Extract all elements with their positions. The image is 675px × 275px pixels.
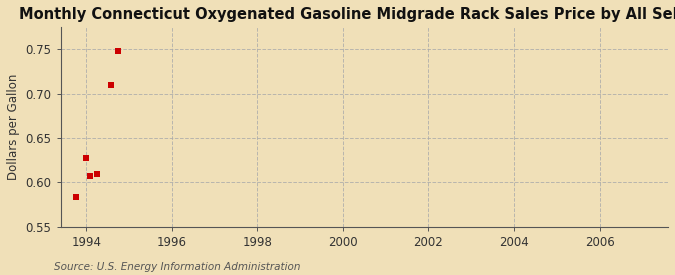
Point — [81, 155, 92, 160]
Point — [84, 174, 95, 178]
Title: Monthly Connecticut Oxygenated Gasoline Midgrade Rack Sales Price by All Sellers: Monthly Connecticut Oxygenated Gasoline … — [20, 7, 675, 22]
Point — [92, 171, 103, 176]
Point — [105, 83, 116, 87]
Point — [113, 49, 124, 53]
Y-axis label: Dollars per Gallon: Dollars per Gallon — [7, 74, 20, 180]
Point — [70, 194, 81, 199]
Text: Source: U.S. Energy Information Administration: Source: U.S. Energy Information Administ… — [54, 262, 300, 272]
